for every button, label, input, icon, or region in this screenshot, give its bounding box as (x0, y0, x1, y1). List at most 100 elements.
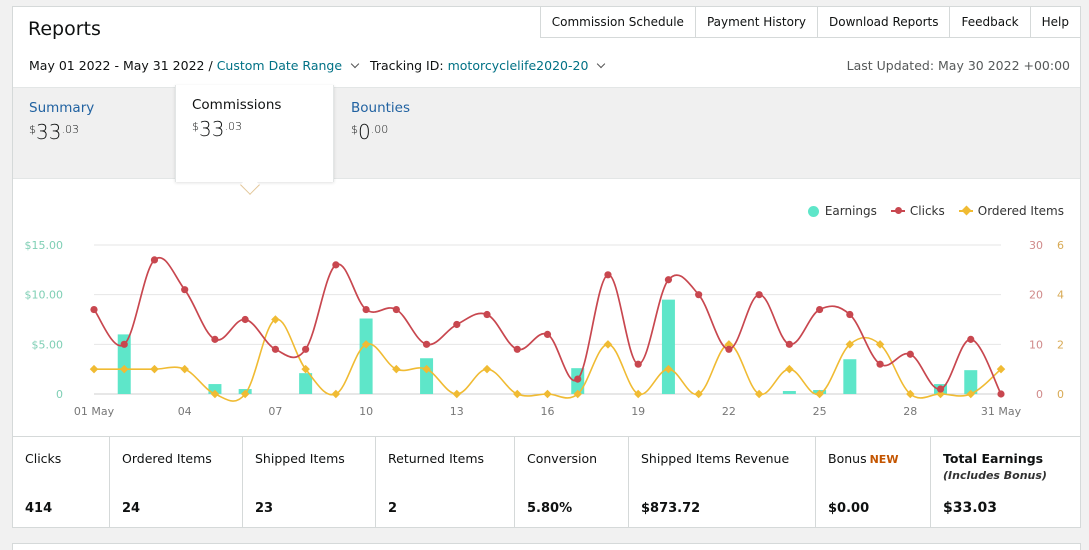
stat-returned-items: Returned Items 2 (376, 437, 515, 528)
ordered-items-point (513, 389, 522, 399)
legend-earnings[interactable]: Earnings (807, 204, 877, 218)
ordered-items-point (694, 389, 703, 399)
x-tick-label: 01 May (74, 405, 115, 418)
earnings-swatch (807, 205, 819, 217)
feedback-button[interactable]: Feedback (949, 6, 1031, 38)
clicks-point (120, 340, 128, 348)
x-tick-label: 04 (178, 405, 192, 418)
y-right-clicks-tick-label: 10 (1029, 338, 1043, 351)
ordered-items-point (150, 364, 159, 374)
x-tick-label: 07 (268, 405, 282, 418)
y-right-clicks-tick-label: 20 (1029, 289, 1043, 302)
x-tick-label: 31 May (981, 405, 1022, 418)
clicks-point (181, 286, 189, 294)
tracking-id-dropdown[interactable]: motorcyclelife2020-20 (447, 58, 589, 73)
earnings-bar (420, 358, 434, 394)
earnings-bar (782, 391, 796, 394)
y-left-tick-label: $10.00 (25, 289, 64, 302)
last-updated: Last Updated: May 30 2022 +00:00 (846, 58, 1070, 73)
ordered-items-point (361, 340, 371, 349)
tab-amount: $0.00 (351, 120, 389, 144)
clicks-point (302, 345, 310, 353)
tab-commissions[interactable]: Commissions $33.03 (175, 85, 334, 182)
ordered-items-point (89, 364, 99, 374)
x-tick-label: 10 (359, 405, 373, 418)
clicks-point (574, 375, 582, 383)
new-badge: NEW (869, 453, 899, 466)
payment-history-button[interactable]: Payment History (694, 6, 818, 38)
y-left-tick-label: $5.00 (32, 338, 64, 351)
clicks-point (816, 305, 824, 314)
earnings-chart: 0 $5.00 $10.00 $15.00 0 10 20 30 0 2 4 6 01 May 04 07 1… (25, 239, 1065, 418)
tab-summary[interactable]: Summary $33.03 (13, 88, 175, 180)
ordered-items-point (543, 389, 552, 399)
x-tick-label: 25 (813, 405, 827, 418)
x-tick-label: 13 (450, 405, 464, 418)
earnings-bar (359, 318, 373, 394)
clicks-point (513, 345, 521, 353)
reports-card: Reports Commission Schedule Payment Hist… (12, 6, 1081, 528)
help-button[interactable]: Help (1029, 6, 1081, 38)
filter-bar: May 01 2022 - May 31 2022 / Custom Date … (29, 58, 616, 73)
stat-shipped-items: Shipped Items 23 (243, 437, 376, 528)
ordered-items-point (754, 389, 764, 399)
stat-clicks: Clicks 414 (13, 437, 110, 528)
top-nav: Commission Schedule Payment History Down… (539, 6, 1081, 38)
clicks-point (211, 335, 219, 343)
legend-clicks[interactable]: Clicks (890, 204, 945, 218)
date-range-text: May 01 2022 - May 31 2022 (29, 58, 205, 73)
ordered-items-point (785, 364, 794, 374)
clicks-point (936, 385, 945, 393)
stats-row: Clicks 414 Ordered Items 24 Shipped Item… (13, 436, 1080, 528)
next-card (12, 543, 1081, 550)
tab-bar: Summary $33.03 Commissions $33.03 Bounti… (13, 85, 1080, 182)
earnings-bar (661, 299, 675, 394)
y-right-items-tick-label: 4 (1057, 289, 1064, 302)
ordered-items-point (573, 389, 582, 399)
stat-ordered-items: Ordered Items 24 (110, 437, 243, 528)
clicks-point (876, 360, 884, 368)
clicks-point (362, 305, 370, 314)
ordered-items-point (603, 340, 613, 349)
clicks-point (483, 310, 491, 319)
chevron-down-icon[interactable] (350, 59, 360, 69)
ordered-items-swatch (958, 205, 973, 216)
ordered-items-point (815, 389, 824, 399)
download-reports-button[interactable]: Download Reports (816, 6, 951, 38)
ordered-items-point (906, 389, 915, 399)
clicks-point (90, 305, 98, 314)
y-right-items-tick-label: 2 (1057, 338, 1064, 351)
ordered-items-point (331, 389, 341, 399)
date-range-dropdown[interactable]: Custom Date Range (216, 58, 343, 73)
ordered-items-point (392, 364, 401, 374)
clicks-point (422, 340, 431, 348)
earnings-bar (117, 334, 131, 394)
page-title: Reports (28, 18, 101, 40)
ordered-items-point (482, 364, 492, 374)
ordered-items-point (119, 364, 129, 374)
ordered-items-point (240, 389, 250, 399)
y-right-items-tick-label: 6 (1057, 239, 1064, 252)
tab-amount: $33.03 (29, 120, 79, 144)
separator: / (208, 58, 213, 73)
y-right-items-tick-label: 0 (1057, 388, 1064, 401)
clicks-line (93, 256, 1002, 395)
commission-schedule-button[interactable]: Commission Schedule (539, 6, 696, 38)
stat-total-earnings: Total Earnings (Includes Bonus) $33.03 (943, 451, 1047, 516)
ordered-items-point (210, 389, 220, 399)
legend-ordered-items[interactable]: Ordered Items (958, 204, 1064, 218)
earnings-bar (208, 384, 222, 394)
clicks-point (453, 320, 461, 329)
clicks-point (543, 330, 552, 338)
chevron-down-icon[interactable] (597, 59, 606, 69)
stat-conversion: Conversion 5.80% (515, 437, 629, 528)
x-tick-label: 28 (903, 405, 917, 418)
tab-bounties[interactable]: Bounties $0.00 (335, 88, 495, 180)
ordered-items-point (271, 315, 280, 324)
clicks-point (604, 271, 612, 279)
clicks-point (332, 261, 340, 269)
earnings-bar (299, 373, 313, 394)
ordered-items-point (633, 389, 643, 399)
clicks-point (967, 335, 975, 343)
stat-shipped-items-revenue: Shipped Items Revenue $873.72 (629, 437, 816, 528)
